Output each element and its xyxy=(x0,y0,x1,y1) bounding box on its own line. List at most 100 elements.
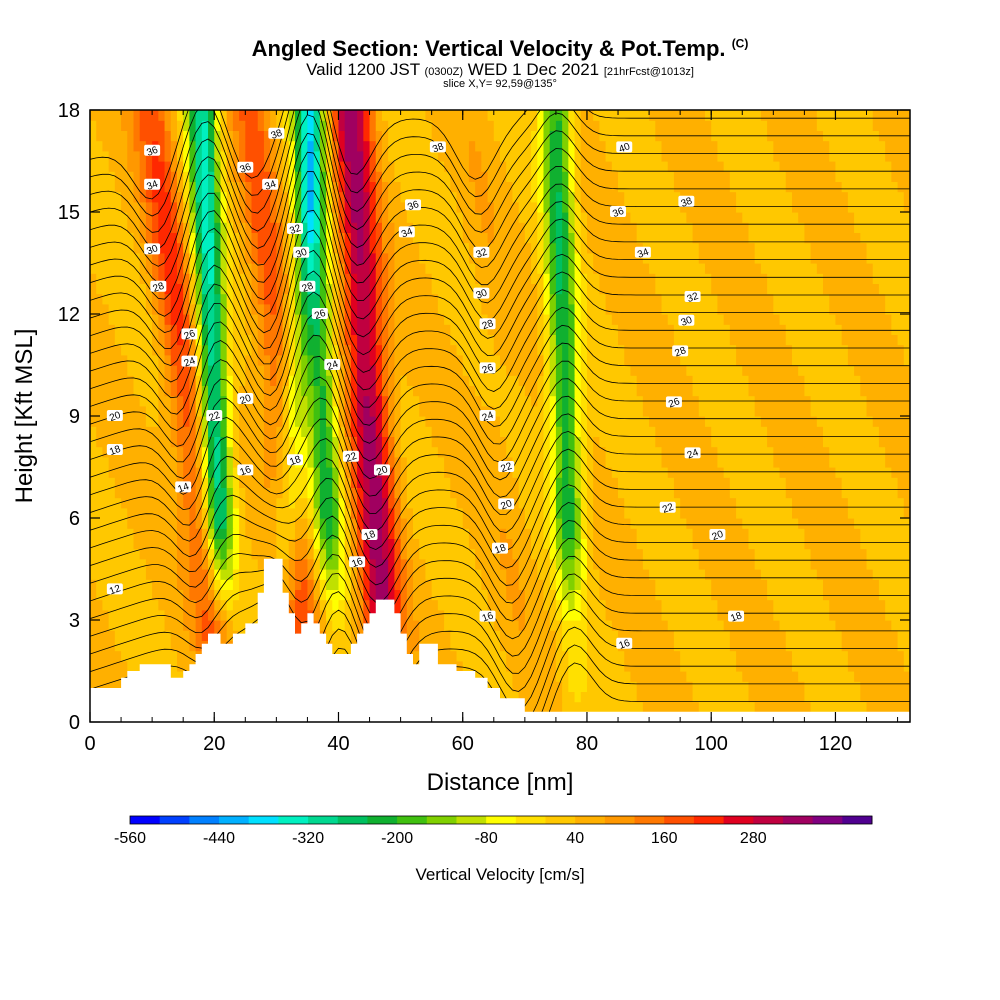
velocity-cell xyxy=(413,446,420,458)
velocity-cell xyxy=(201,344,209,356)
velocity-cell xyxy=(903,487,910,499)
velocity-cell xyxy=(760,609,768,621)
velocity-cell xyxy=(201,467,209,478)
velocity-cell xyxy=(152,354,159,366)
velocity-cell xyxy=(593,436,600,448)
velocity-cell xyxy=(425,518,433,529)
velocity-cell xyxy=(400,467,408,478)
velocity-cell xyxy=(736,640,743,652)
velocity-cell xyxy=(854,385,861,397)
velocity-cell xyxy=(127,385,135,397)
velocity-cell xyxy=(878,456,886,468)
velocity-cell xyxy=(189,344,197,356)
velocity-cell xyxy=(537,507,545,519)
velocity-cell xyxy=(189,507,197,519)
velocity-cell xyxy=(804,538,812,550)
velocity-cell xyxy=(108,599,116,611)
velocity-cell xyxy=(189,599,197,611)
velocity-cell xyxy=(176,518,184,529)
velocity-cell xyxy=(114,609,122,621)
velocity-cell xyxy=(580,599,588,611)
velocity-cell xyxy=(500,660,507,672)
velocity-cell xyxy=(133,405,141,417)
velocity-cell xyxy=(301,426,309,437)
velocity-cell xyxy=(611,365,619,376)
velocity-cell xyxy=(518,569,526,580)
velocity-cell xyxy=(829,701,837,713)
velocity-cell xyxy=(736,334,743,346)
velocity-cell xyxy=(568,640,576,652)
velocity-cell xyxy=(413,375,420,386)
velocity-cell xyxy=(468,558,476,570)
velocity-cell xyxy=(506,405,514,417)
velocity-cell xyxy=(673,405,681,417)
velocity-cell xyxy=(804,487,812,499)
velocity-cell xyxy=(767,518,774,529)
velocity-cell xyxy=(636,548,644,560)
velocity-cell xyxy=(468,548,476,560)
velocity-cell xyxy=(673,640,681,652)
velocity-cell xyxy=(176,671,184,682)
velocity-cell xyxy=(524,599,532,611)
velocity-cell xyxy=(773,640,781,652)
velocity-cell xyxy=(96,528,104,539)
velocity-cell xyxy=(531,446,538,458)
velocity-cell xyxy=(139,609,147,621)
velocity-cell xyxy=(580,477,588,488)
velocity-cell xyxy=(102,528,110,539)
velocity-cell xyxy=(897,528,905,539)
velocity-cell xyxy=(624,599,632,611)
velocity-cell xyxy=(381,416,389,427)
velocity-cell xyxy=(878,558,886,570)
velocity-cell xyxy=(114,518,122,529)
velocity-cell xyxy=(785,385,793,397)
velocity-cell xyxy=(860,569,868,580)
velocity-cell xyxy=(798,538,805,550)
velocity-cell xyxy=(611,497,619,509)
velocity-cell xyxy=(90,426,97,437)
velocity-cell xyxy=(779,569,787,580)
velocity-cell xyxy=(574,660,582,672)
velocity-cell xyxy=(754,354,762,366)
velocity-cell xyxy=(748,344,756,356)
velocity-cell xyxy=(338,630,346,641)
velocity-cell xyxy=(145,620,153,631)
velocity-cell xyxy=(760,671,768,682)
velocity-cell xyxy=(394,344,402,356)
velocity-cell xyxy=(568,365,576,376)
velocity-cell xyxy=(319,579,327,590)
velocity-cell xyxy=(214,477,222,488)
velocity-cell xyxy=(872,609,880,621)
velocity-cell xyxy=(773,446,781,458)
velocity-cell xyxy=(195,477,203,488)
velocity-cell xyxy=(500,375,507,386)
velocity-cell xyxy=(618,477,625,488)
velocity-cell xyxy=(524,477,532,488)
velocity-cell xyxy=(574,538,582,550)
velocity-cell xyxy=(903,599,910,611)
velocity-cell xyxy=(357,436,364,448)
velocity-cell xyxy=(885,609,892,621)
velocity-cell xyxy=(649,416,656,427)
velocity-cell xyxy=(593,467,600,478)
velocity-cell xyxy=(779,681,787,692)
velocity-cell xyxy=(847,630,855,641)
velocity-cell xyxy=(878,365,886,376)
velocity-cell xyxy=(413,354,420,366)
velocity-cell xyxy=(692,385,700,397)
velocity-cell xyxy=(481,640,489,652)
velocity-cell xyxy=(462,660,470,672)
velocity-cell xyxy=(686,701,694,713)
velocity-cell xyxy=(239,487,246,499)
velocity-cell xyxy=(462,538,470,550)
velocity-cell xyxy=(897,640,905,652)
velocity-cell xyxy=(537,620,545,631)
velocity-cell xyxy=(835,497,843,509)
velocity-cell xyxy=(785,548,793,560)
velocity-cell xyxy=(96,405,104,417)
velocity-cell xyxy=(537,599,545,611)
velocity-cell xyxy=(854,548,861,560)
velocity-cell xyxy=(618,487,625,499)
velocity-cell xyxy=(114,671,122,682)
velocity-cell xyxy=(680,671,687,682)
